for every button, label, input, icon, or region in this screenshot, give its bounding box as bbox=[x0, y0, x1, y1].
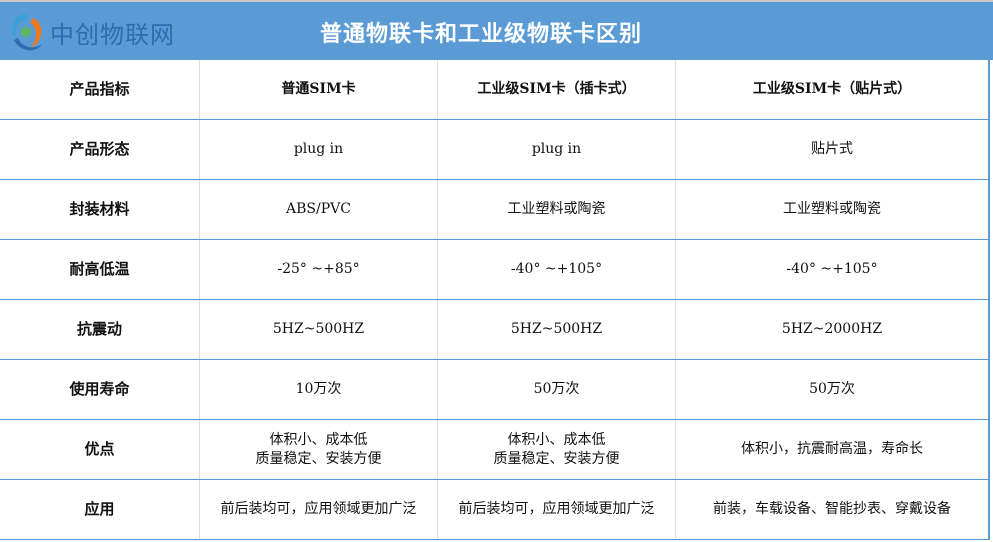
row-label: 优点 bbox=[0, 419, 200, 480]
row-label: 抗震动 bbox=[0, 299, 200, 360]
logo: 中创物联网 bbox=[6, 10, 175, 54]
row-label: 封装材料 bbox=[0, 179, 200, 240]
logo-text: 中创物联网 bbox=[50, 20, 175, 49]
table-row: 使用寿命 10万次 50万次 50万次 bbox=[0, 359, 990, 420]
table-cell: 5HZ~500HZ bbox=[199, 299, 438, 360]
row-label: 产品形态 bbox=[0, 119, 200, 180]
row-label: 耐高低温 bbox=[0, 239, 200, 300]
table-cell: 5HZ~500HZ bbox=[437, 299, 676, 360]
table-cell: -40° ~+105° bbox=[675, 239, 990, 300]
table-row: 产品形态 plug in plug in 贴片式 bbox=[0, 119, 990, 180]
table-cell: plug in bbox=[199, 119, 438, 180]
table-cell: plug in bbox=[437, 119, 676, 180]
logo-swirl-icon bbox=[12, 14, 42, 51]
column-header: 普通SIM卡 bbox=[199, 60, 438, 120]
table-cell: 贴片式 bbox=[675, 119, 990, 180]
comparison-table: 产品指标 普通SIM卡 工业级SIM卡（插卡式） 工业级SIM卡（贴片式） 产品… bbox=[0, 60, 990, 540]
table-cell: 5HZ~2000HZ bbox=[675, 299, 990, 360]
table-cell: 工业塑料或陶瓷 bbox=[437, 179, 676, 240]
table-cell: 工业塑料或陶瓷 bbox=[675, 179, 990, 240]
table-cell: 体积小、成本低 质量稳定、安装方便 bbox=[199, 419, 438, 480]
table-header-row: 产品指标 普通SIM卡 工业级SIM卡（插卡式） 工业级SIM卡（贴片式） bbox=[0, 60, 990, 120]
table-cell: 前装，车载设备、智能抄表、穿戴设备 bbox=[675, 479, 990, 540]
column-header: 工业级SIM卡（插卡式） bbox=[437, 60, 676, 120]
table-cell: 前后装均可，应用领域更加广泛 bbox=[199, 479, 438, 540]
header-banner: 中创物联网 普通物联卡和工业级物联卡区别 bbox=[0, 0, 993, 60]
table-cell: 50万次 bbox=[437, 359, 676, 420]
table-row: 抗震动 5HZ~500HZ 5HZ~500HZ 5HZ~2000HZ bbox=[0, 299, 990, 360]
table-row: 耐高低温 -25° ~+85° -40° ~+105° -40° ~+105° bbox=[0, 239, 990, 300]
table-cell: 50万次 bbox=[675, 359, 990, 420]
column-header: 工业级SIM卡（贴片式） bbox=[675, 60, 990, 120]
table-row: 封装材料 ABS/PVC 工业塑料或陶瓷 工业塑料或陶瓷 bbox=[0, 179, 990, 240]
row-label: 使用寿命 bbox=[0, 359, 200, 420]
table-row: 优点 体积小、成本低 质量稳定、安装方便 体积小、成本低 质量稳定、安装方便 体积小，… bbox=[0, 419, 990, 480]
table-cell: 体积小、成本低 质量稳定、安装方便 bbox=[437, 419, 676, 480]
row-label: 应用 bbox=[0, 479, 200, 540]
table-cell: ABS/PVC bbox=[199, 179, 438, 240]
table-cell: 10万次 bbox=[199, 359, 438, 420]
table-cell: -40° ~+105° bbox=[437, 239, 676, 300]
table-cell: -25° ~+85° bbox=[199, 239, 438, 300]
table-cell: 体积小，抗震耐高温，寿命长 bbox=[675, 419, 990, 480]
table-row: 应用 前后装均可，应用领域更加广泛 前后装均可，应用领域更加广泛 前装，车载设备、智能… bbox=[0, 479, 990, 540]
page-title: 普通物联卡和工业级物联卡区别 bbox=[320, 21, 643, 47]
column-header: 产品指标 bbox=[0, 60, 200, 120]
table-cell: 前后装均可，应用领域更加广泛 bbox=[437, 479, 676, 540]
